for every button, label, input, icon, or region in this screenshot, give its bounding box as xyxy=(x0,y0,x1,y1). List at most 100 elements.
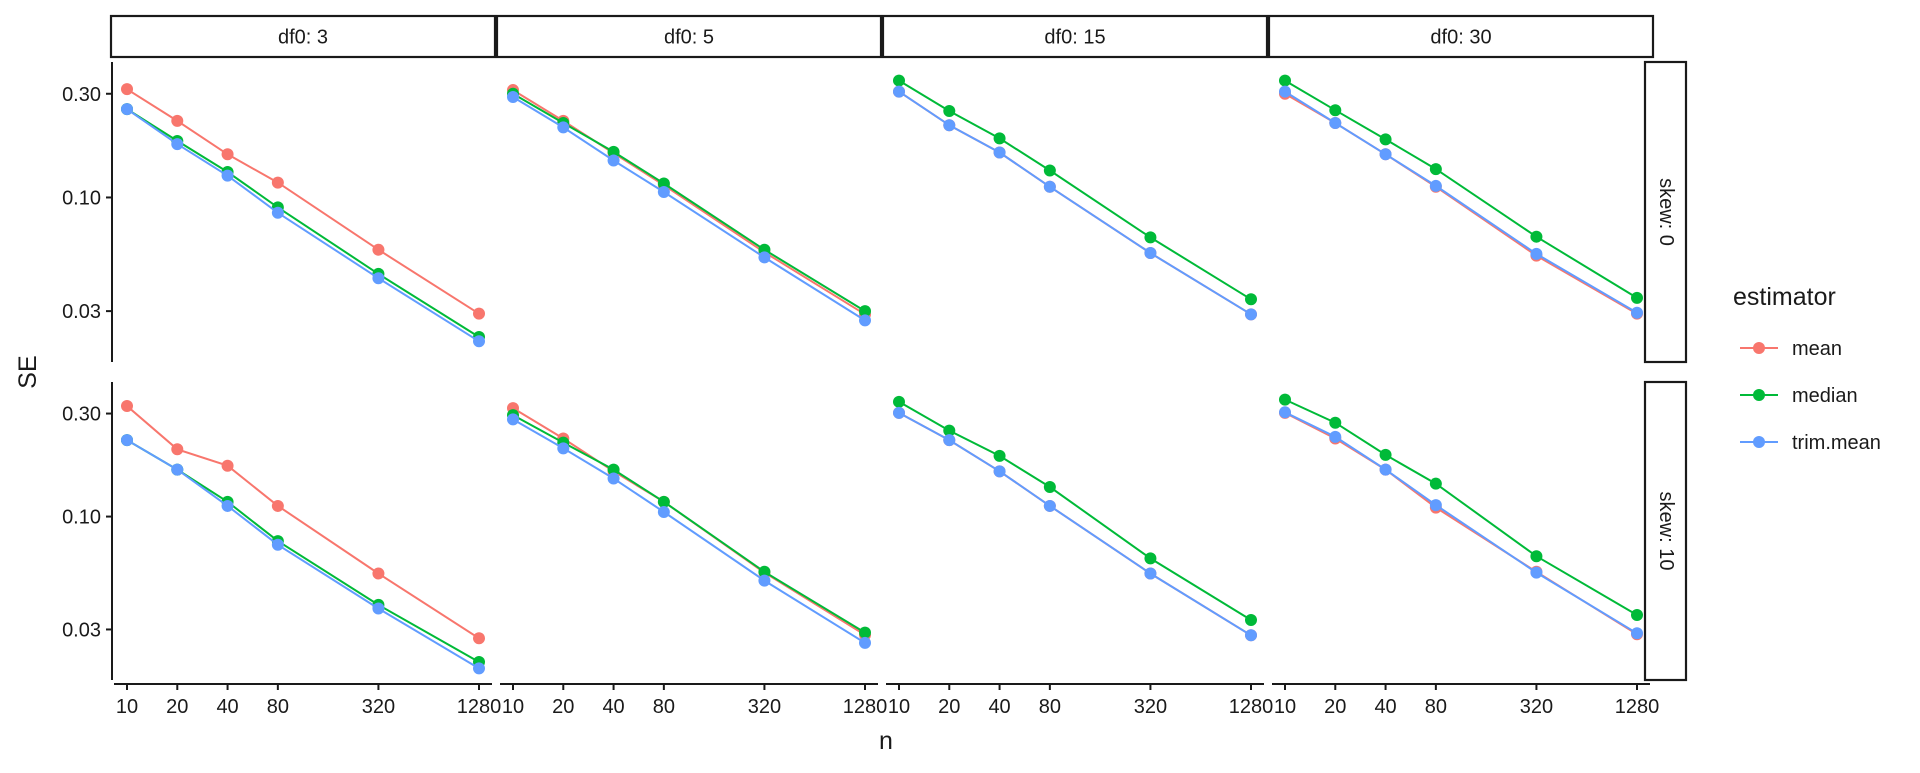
data-point-mean xyxy=(171,443,184,456)
panel xyxy=(121,400,485,675)
x-tick-label: 320 xyxy=(1134,696,1167,718)
data-point-median xyxy=(1279,393,1291,406)
x-tick-label: 1280 xyxy=(1229,696,1274,718)
data-point-trim-mean xyxy=(1631,306,1643,319)
legend-key-point xyxy=(1753,389,1765,401)
data-point-trim-mean xyxy=(1530,247,1543,260)
data-point-median xyxy=(1043,481,1056,494)
y-tick-label: 0.03 xyxy=(62,301,101,323)
data-point-median xyxy=(993,132,1006,145)
data-point-trim-mean xyxy=(1144,567,1157,580)
col-strip-box xyxy=(881,14,1269,59)
x-axis-title: n xyxy=(879,727,893,755)
data-point-trim-mean xyxy=(993,146,1006,159)
data-point-median xyxy=(1245,293,1257,306)
data-point-trim-mean xyxy=(1329,117,1342,130)
data-point-mean xyxy=(473,632,485,645)
y-axis-title: SE xyxy=(14,355,42,388)
data-point-median xyxy=(1530,230,1543,243)
series-line-mean xyxy=(126,88,480,315)
series-line-trim-mean xyxy=(898,412,1252,637)
x-tick-label: 320 xyxy=(362,696,395,718)
data-point-median xyxy=(758,565,771,578)
data-point-median xyxy=(1379,133,1392,146)
x-tick-label: 10 xyxy=(888,696,910,718)
data-point-mean xyxy=(473,307,485,320)
x-tick-label: 20 xyxy=(552,696,574,718)
data-point-median xyxy=(1429,163,1442,176)
data-point-trim-mean xyxy=(893,406,905,419)
data-point-mean xyxy=(271,176,284,189)
data-point-mean xyxy=(171,114,184,127)
data-point-median xyxy=(993,449,1006,462)
x-tick-label: 1280 xyxy=(843,696,888,718)
legend-label: trim.mean xyxy=(1792,432,1881,454)
data-point-median xyxy=(943,104,956,117)
series-line-median xyxy=(898,400,1252,621)
data-point-trim-mean xyxy=(607,154,620,167)
series-line-trim-mean xyxy=(1284,90,1638,314)
row-strip-label: skew: 0 xyxy=(1655,178,1677,246)
x-tick-label: 40 xyxy=(1374,696,1396,718)
y-tick-label: 0.30 xyxy=(62,84,101,106)
x-tick-label: 20 xyxy=(1324,696,1346,718)
data-point-trim-mean xyxy=(221,169,234,182)
x-tick-label: 80 xyxy=(1425,696,1447,718)
data-point-median xyxy=(1144,552,1157,565)
x-tick-label: 40 xyxy=(602,696,624,718)
data-point-trim-mean xyxy=(758,251,771,264)
x-tick-label: 40 xyxy=(216,696,238,718)
data-point-median xyxy=(1429,477,1442,490)
data-point-trim-mean xyxy=(1631,627,1643,640)
data-point-median xyxy=(1379,448,1392,461)
x-tick-label: 10 xyxy=(1274,696,1296,718)
x-tick-label: 20 xyxy=(938,696,960,718)
data-point-trim-mean xyxy=(507,90,519,103)
data-point-trim-mean xyxy=(893,85,905,98)
x-tick-label: 1280 xyxy=(1615,696,1660,718)
data-point-median xyxy=(1631,291,1643,304)
x-tick-label: 10 xyxy=(116,696,138,718)
legend-title: estimator xyxy=(1733,283,1836,311)
series-line-trim-mean xyxy=(512,96,866,322)
panel xyxy=(507,84,871,327)
series-line-trim-mean xyxy=(512,418,866,644)
panel xyxy=(1279,74,1643,320)
data-point-median xyxy=(607,145,620,158)
data-point-trim-mean xyxy=(171,463,184,476)
data-point-median xyxy=(1329,416,1342,429)
y-tick-label: 0.10 xyxy=(62,507,101,529)
data-point-trim-mean xyxy=(1429,499,1442,512)
data-point-trim-mean xyxy=(943,119,956,132)
col-strip-label: df0: 3 xyxy=(278,27,328,49)
legend-label: mean xyxy=(1792,338,1842,360)
x-tick-label: 40 xyxy=(988,696,1010,718)
panel xyxy=(507,402,871,649)
data-point-median xyxy=(1144,231,1157,244)
data-point-mean xyxy=(121,400,133,413)
data-point-trim-mean xyxy=(1530,566,1543,579)
panel xyxy=(893,395,1257,642)
data-point-trim-mean xyxy=(1279,85,1291,98)
data-point-trim-mean xyxy=(758,574,771,587)
data-point-trim-mean xyxy=(607,472,620,485)
data-point-trim-mean xyxy=(171,138,184,151)
data-point-median xyxy=(1279,74,1291,87)
x-tick-label: 10 xyxy=(502,696,524,718)
data-point-median xyxy=(893,74,905,87)
data-point-trim-mean xyxy=(1245,629,1257,642)
data-point-mean xyxy=(221,148,234,161)
data-point-trim-mean xyxy=(1144,247,1157,260)
data-point-trim-mean xyxy=(507,413,519,426)
col-strip-label: df0: 15 xyxy=(1044,27,1105,49)
legend-label: median xyxy=(1792,385,1858,407)
series-line-mean xyxy=(512,89,866,316)
data-point-trim-mean xyxy=(473,662,485,675)
row-strip-box xyxy=(1643,60,1688,364)
data-point-trim-mean xyxy=(271,206,284,219)
data-point-mean xyxy=(372,567,385,580)
row-strip-box xyxy=(1643,380,1688,682)
x-tick-label: 320 xyxy=(748,696,781,718)
data-point-median xyxy=(859,305,871,318)
data-point-mean xyxy=(372,243,385,256)
